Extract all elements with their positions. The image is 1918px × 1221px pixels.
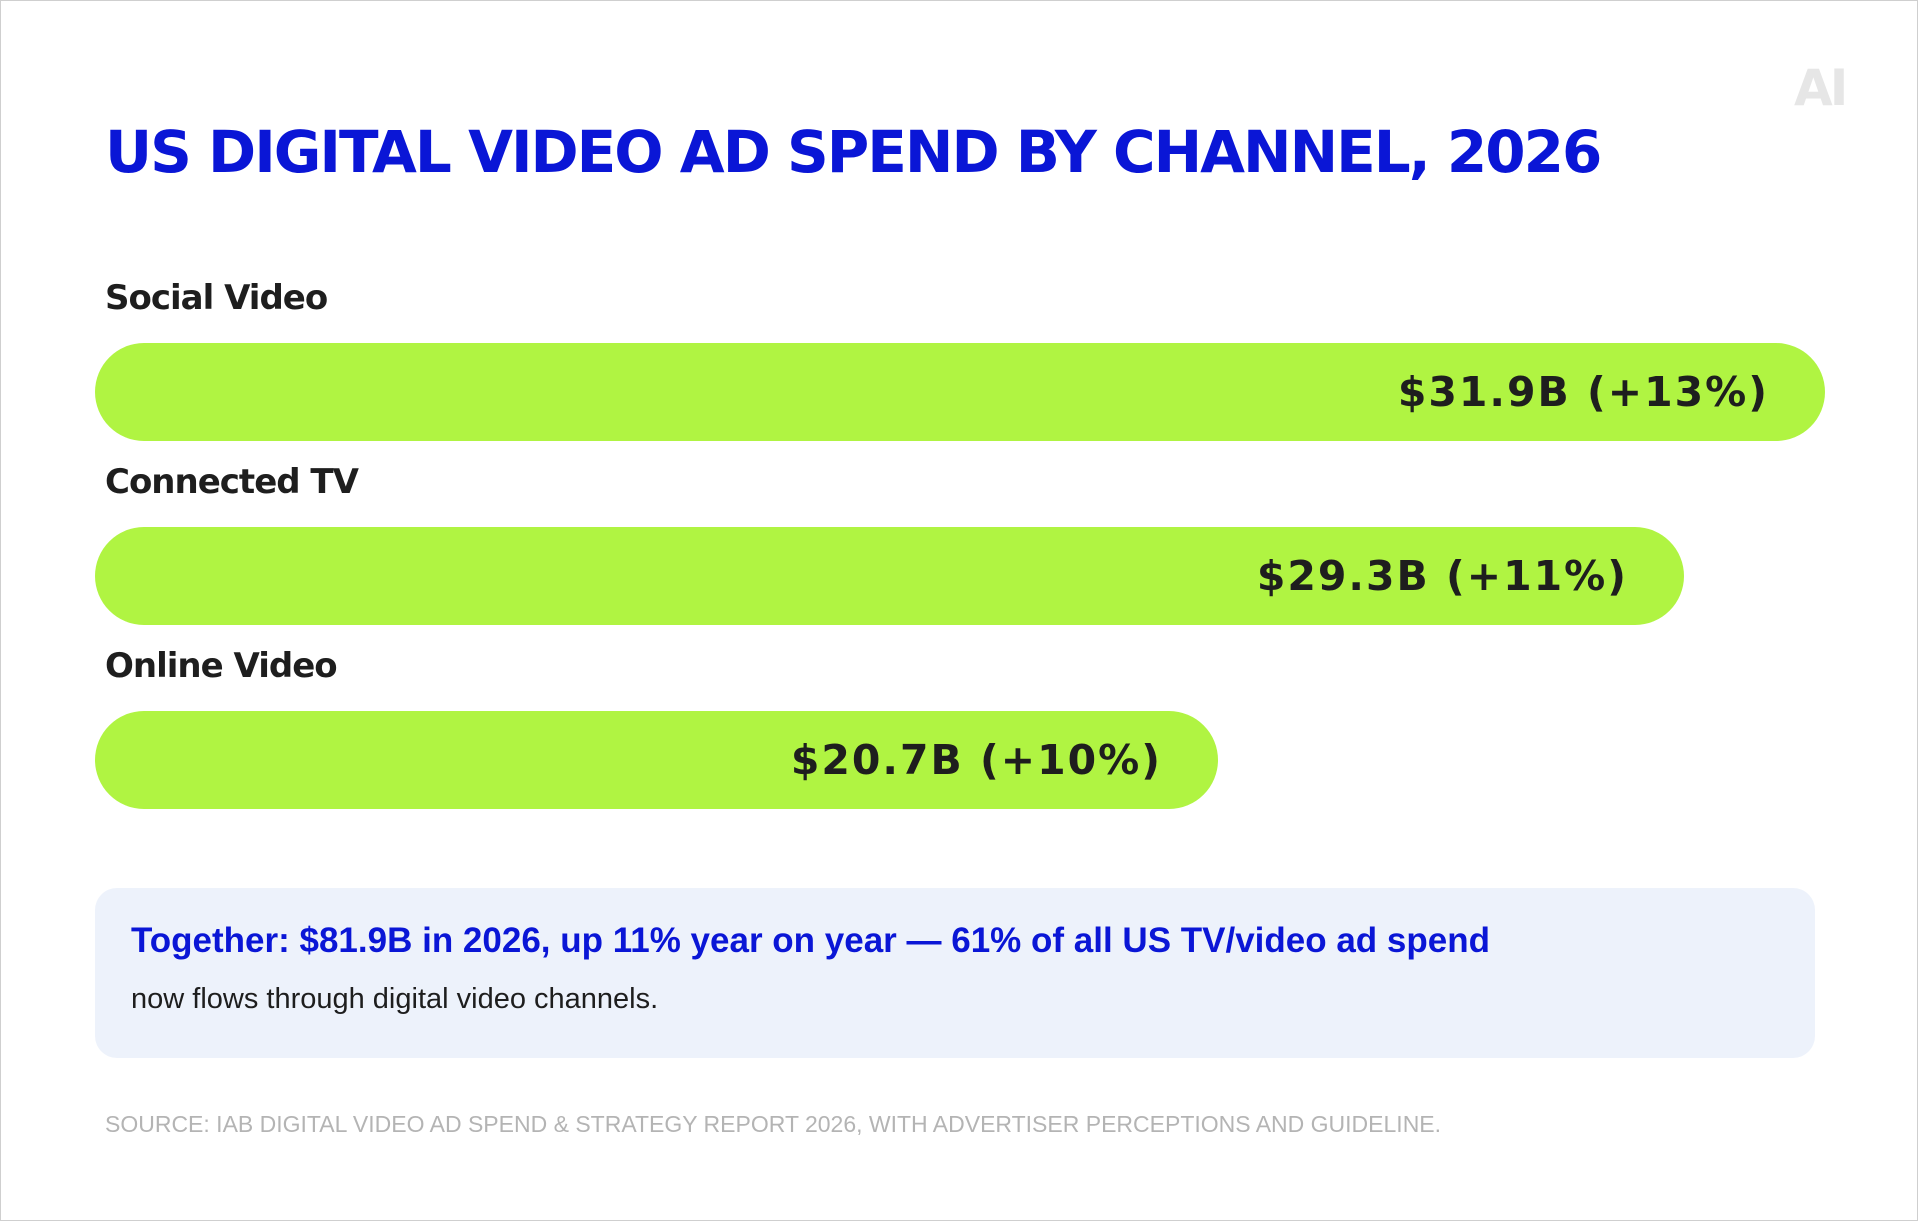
bar-value-label: $31.9B (+13%) bbox=[1397, 368, 1769, 416]
bar-category-label: Online Video bbox=[105, 646, 338, 686]
bar-value-label: $29.3B (+11%) bbox=[1256, 552, 1628, 600]
bar: $29.3B (+11%) bbox=[95, 527, 1684, 625]
callout-body: now flows through digital video channels… bbox=[131, 983, 659, 1015]
bar: $31.9B (+13%) bbox=[95, 343, 1825, 441]
chart-title: US DIGITAL VIDEO AD SPEND BY CHANNEL, 20… bbox=[105, 118, 1602, 186]
callout-headline: Together: $81.9B in 2026, up 11% year on… bbox=[131, 921, 1490, 960]
summary-callout: Together: $81.9B in 2026, up 11% year on… bbox=[95, 888, 1815, 1058]
brand-logo: AI bbox=[1794, 59, 1848, 117]
bar-value-label: $20.7B (+10%) bbox=[790, 736, 1162, 784]
source-note: SOURCE: IAB DIGITAL VIDEO AD SPEND & STR… bbox=[105, 1111, 1442, 1137]
bar: $20.7B (+10%) bbox=[95, 711, 1218, 809]
bar-category-label: Connected TV bbox=[105, 462, 359, 502]
bar-category-label: Social Video bbox=[105, 278, 328, 318]
